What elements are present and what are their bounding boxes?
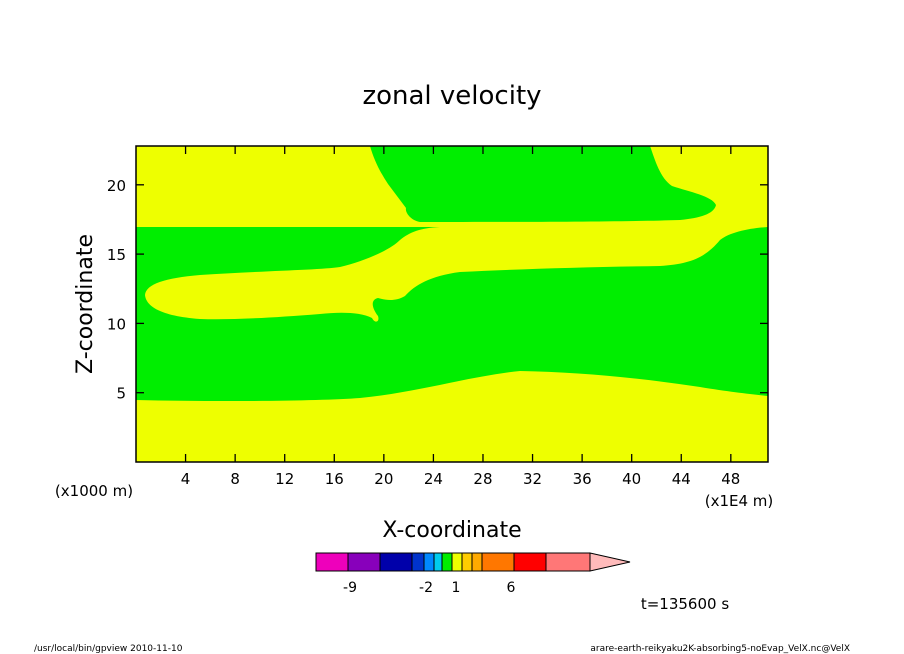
x-unit-note: (x1E4 m) [705, 492, 774, 510]
colorbar-tick-label: 1 [452, 580, 461, 596]
colorbar-swatch [315, 552, 349, 572]
colorbar-tick-label: -2 [419, 580, 433, 596]
x-tick-label: 28 [473, 470, 492, 488]
x-tick-label: 20 [374, 470, 393, 488]
x-tick-label: 12 [275, 470, 294, 488]
x-tick-label: 40 [622, 470, 641, 488]
colorbar-swatch [411, 552, 425, 572]
x-axis-ticks: 4 8 12 16 20 24 28 32 36 40 44 48 [181, 146, 740, 488]
colorbar-swatch [513, 552, 547, 572]
colorbar-extend-arrow [589, 552, 631, 572]
colorbar-labels: -9 -2 1 6 [343, 580, 516, 596]
x-tick-label: 16 [325, 470, 344, 488]
footer-left: /usr/local/bin/gpview 2010-11-10 [34, 644, 183, 654]
footer-right: arare-earth-reikyaku2K-absorbing5-noEvap… [590, 644, 850, 654]
colorbar-swatch [347, 552, 381, 572]
colorbar-tick-label: 6 [507, 580, 516, 596]
x-tick-label: 4 [181, 470, 191, 488]
time-label: t=135600 s [641, 595, 729, 613]
x-tick-label: 48 [721, 470, 740, 488]
colorbar [315, 552, 631, 572]
colorbar-tick-label: -9 [343, 580, 357, 596]
chart-title: zonal velocity [362, 81, 541, 111]
colorbar-swatch [441, 552, 453, 572]
plot-frame [135, 145, 769, 463]
y-unit-note: (x1000 m) [55, 482, 133, 500]
x-tick-label: 36 [573, 470, 592, 488]
y-tick-label: 15 [107, 246, 126, 264]
colorbar-swatch [545, 552, 591, 572]
contour-region-green-upper [370, 146, 716, 222]
colorbar-swatch [471, 552, 483, 572]
x-tick-label: 8 [230, 470, 240, 488]
y-axis-ticks: 5 10 15 20 [107, 177, 768, 403]
y-tick-label: 5 [116, 385, 126, 403]
x-axis-label: X-coordinate [382, 518, 521, 543]
colorbar-swatch [451, 552, 463, 572]
colorbar-swatch [481, 552, 515, 572]
colorbar-swatch [461, 552, 473, 572]
contour-region-green-lower [136, 227, 768, 402]
x-tick-label: 44 [672, 470, 691, 488]
colorbar-swatch [423, 552, 435, 572]
y-tick-label: 20 [107, 177, 126, 195]
x-tick-label: 32 [523, 470, 542, 488]
y-tick-label: 10 [107, 315, 126, 333]
x-tick-label: 24 [424, 470, 443, 488]
colorbar-swatch [379, 552, 413, 572]
colorbar-swatch [433, 552, 443, 572]
y-axis-label: Z-coordinate [73, 234, 98, 374]
